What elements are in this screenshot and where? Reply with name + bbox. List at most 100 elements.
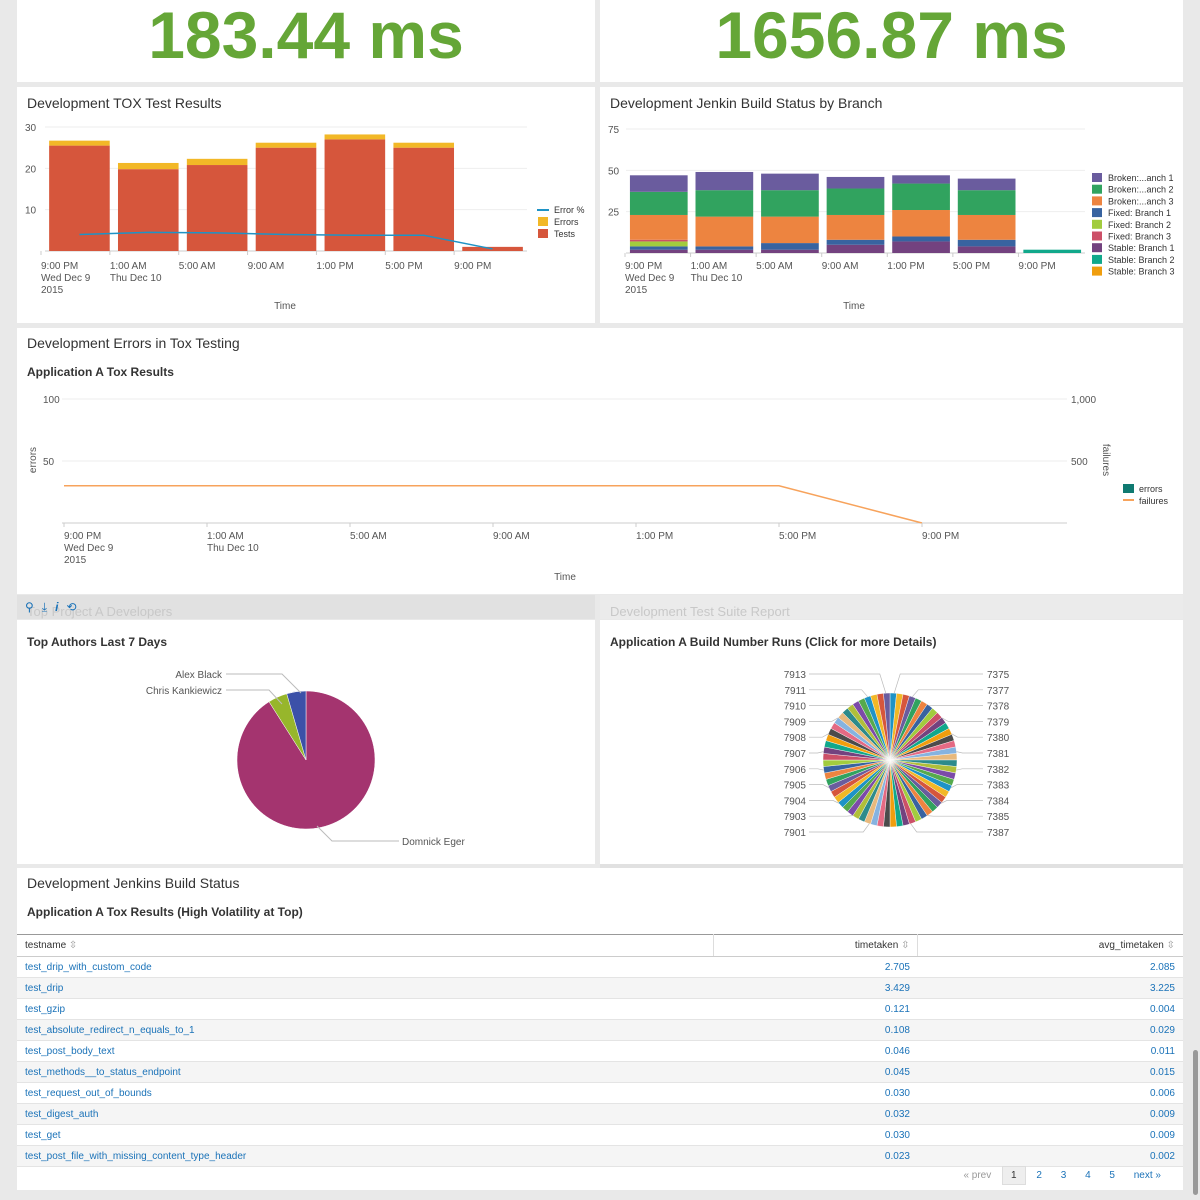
pie-label: 7377 [987,686,1010,697]
pager-page-5[interactable]: 5 [1109,1170,1115,1181]
cell-timetaken[interactable]: 0.108 [713,1019,918,1041]
pager-prev[interactable]: « prev [963,1170,992,1181]
refresh-icon[interactable]: ⟲ [66,600,77,614]
cell-avg-timetaken[interactable]: 0.011 [917,1040,1183,1062]
cell-testname[interactable]: test_request_out_of_bounds [17,1082,714,1104]
cell-avg-timetaken[interactable]: 0.006 [917,1082,1183,1104]
x-tick-label: 9:00 PM [1018,261,1055,272]
x-tick-label: 5:00 PM [385,261,422,272]
cell-testname[interactable]: test_drip [17,977,714,999]
x-tick-label: 5:00 AM [350,531,387,542]
bar-segment [761,190,819,217]
pie-leader-line [912,689,983,698]
pie-label: 7903 [784,812,807,823]
column-header-testname[interactable]: testname ⇳ [17,934,714,957]
panel-title: Development TOX Test Results [27,95,222,111]
ghost-panel-title: Development Test Suite Report [610,604,790,619]
legend-label: Broken:...anch 1 [1108,173,1174,183]
cell-timetaken[interactable]: 0.023 [713,1145,918,1167]
top-authors-pie[interactable]: Alex Black Chris Kankiewicz Domnick Eger [17,620,595,864]
bar-tests [49,145,110,251]
bar-segment [695,216,754,247]
column-header-avg-timetaken[interactable]: avg_timetaken ⇳ [917,934,1183,957]
x-tick-label: Wed Dec 9 [64,543,114,554]
cell-timetaken[interactable]: 0.030 [713,1082,918,1104]
errors-chart[interactable]: errors failures Time 50 100 500 1,000 9:00 P… [17,328,1183,594]
bar-segment [695,171,754,191]
cell-avg-timetaken[interactable]: 0.002 [917,1145,1183,1167]
bar-segment [629,214,688,240]
cell-timetaken[interactable]: 0.032 [713,1103,918,1125]
table-row[interactable]: test_methods__to_status_endpoint 0.045 0.0… [17,1061,1183,1083]
table-row[interactable]: test_post_body_text 0.046 0.011 [17,1040,1183,1062]
legend-label: Fixed: Branch 3 [1108,232,1171,242]
cell-avg-timetaken[interactable]: 0.029 [917,1019,1183,1041]
table-row[interactable]: test_post_file_with_missing_content_type… [17,1145,1183,1167]
cell-timetaken[interactable]: 0.045 [713,1061,918,1083]
legend-swatch [1092,184,1102,194]
bar-errors [49,140,110,146]
cell-avg-timetaken[interactable]: 0.009 [917,1124,1183,1146]
y-tick-label: 10 [25,206,37,217]
legend-swatch [1092,254,1102,264]
pager-next[interactable]: next » [1133,1170,1161,1181]
cell-timetaken[interactable]: 0.030 [713,1124,918,1146]
pie-leader-line [940,800,983,804]
cell-testname[interactable]: test_gzip [17,998,714,1020]
page-scrollbar[interactable] [1193,1050,1198,1195]
bar-segment [629,249,688,253]
bar-tests [117,169,179,251]
cell-testname[interactable]: test_post_body_text [17,1040,714,1062]
cell-avg-timetaken[interactable]: 0.015 [917,1061,1183,1083]
legend-swatch [1092,266,1102,276]
bar-errors [255,142,317,148]
x-tick-label: Thu Dec 10 [207,543,259,554]
x-tick-label: 1:00 AM [207,531,244,542]
x-tick-label: 9:00 PM [922,531,959,542]
bar-segment [892,175,950,184]
pager-page-3[interactable]: 3 [1060,1170,1067,1181]
info-icon[interactable]: i [55,600,59,614]
cell-timetaken[interactable]: 3.429 [713,977,918,999]
sort-icon: ⇳ [68,940,78,951]
pie-slice [286,690,307,761]
table-row[interactable]: test_get 0.030 0.009 [17,1124,1183,1146]
table-row[interactable]: test_absolute_redirect_n_equals_to_1 0.10… [17,1019,1183,1041]
cell-timetaken[interactable]: 0.121 [713,998,918,1020]
y-tick-label: 25 [608,208,620,219]
pie-leader-line [927,815,983,817]
cell-timetaken[interactable]: 0.046 [713,1040,918,1062]
search-icon[interactable]: ⚲ [25,600,34,614]
table-row[interactable]: test_gzip 0.121 0.004 [17,998,1183,1020]
bar-segment [957,190,1016,215]
pager-page-2[interactable]: 2 [1036,1170,1042,1181]
table-row[interactable]: test_request_out_of_bounds 0.030 0.006 [17,1082,1183,1104]
pager-page-1[interactable]: 1 [1002,1166,1026,1185]
download-icon[interactable]: ⤓ [41,600,48,614]
build-runs-pie[interactable]: 7913 7911 7910 7909 7908 7907 7906 7905 7904 7903… [600,620,1183,864]
bar-segment [892,241,950,253]
table-row[interactable]: test_drip_with_custom_code 2.705 2.085 [17,956,1183,978]
cell-testname[interactable]: test_get [17,1124,714,1146]
panel-subtitle: Top Authors Last 7 Days [27,635,168,649]
pie-label: 7910 [784,702,807,713]
y-tick-label: 50 [608,166,620,177]
cell-testname[interactable]: test_absolute_redirect_n_equals_to_1 [17,1019,714,1041]
cell-avg-timetaken[interactable]: 2.085 [917,956,1183,978]
panel-toolbar-right-top: Development Test Suite Report [600,595,1183,619]
pager-page-4[interactable]: 4 [1085,1170,1091,1181]
cell-avg-timetaken[interactable]: 3.225 [917,977,1183,999]
cell-avg-timetaken[interactable]: 0.004 [917,998,1183,1020]
cell-testname[interactable]: test_methods__to_status_endpoint [17,1061,714,1083]
cell-timetaken[interactable]: 2.705 [713,956,918,978]
cell-avg-timetaken[interactable]: 0.009 [917,1103,1183,1125]
table-row[interactable]: test_digest_auth 0.032 0.009 [17,1103,1183,1125]
column-header-timetaken[interactable]: timetaken ⇳ [713,934,919,957]
cell-testname[interactable]: test_post_file_with_missing_content_type… [17,1145,714,1167]
cell-testname[interactable]: test_drip_with_custom_code [17,956,714,978]
legend-label: Tests [554,229,576,239]
cell-testname[interactable]: test_digest_auth [17,1103,714,1125]
table-row[interactable]: test_drip 3.429 3.225 [17,977,1183,999]
